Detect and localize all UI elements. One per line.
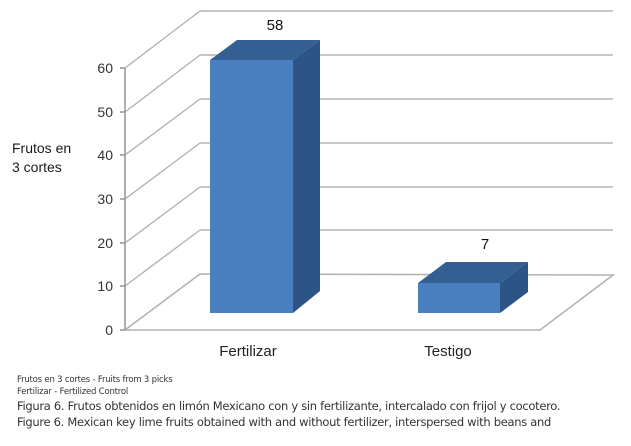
data-label-fertilizar: 58 <box>267 17 284 34</box>
y-tick-labels: 0 10 20 30 40 50 60 <box>97 60 113 338</box>
caption-english: Figure 6. Mexican key lime fruits obtain… <box>17 415 552 429</box>
y-axis-title-line2: 3 cortes <box>12 159 62 175</box>
category-label-fertilizar: Fertilizar <box>219 343 277 360</box>
ytick-10: 10 <box>97 278 113 294</box>
bar-fertilizar-top <box>210 40 320 60</box>
bar-fertilizar-front <box>210 60 293 313</box>
bar-fertilizar-side <box>293 40 320 313</box>
bar-fertilizar <box>210 40 320 313</box>
bar-testigo-top <box>418 262 528 283</box>
ytick-60: 60 <box>97 60 113 76</box>
caption-spanish: Figura 6. Frutos obtenidos en limón Mexi… <box>17 399 561 413</box>
y-axis-title: Frutos en 3 cortes <box>12 139 71 177</box>
category-label-testigo: Testigo <box>424 343 472 360</box>
bar-testigo-side <box>500 262 528 313</box>
y-axis <box>120 67 126 331</box>
ytick-30: 30 <box>97 191 113 207</box>
figure-captions: Frutos en 3 cortes - Fruits from 3 picks… <box>17 374 560 430</box>
ytick-50: 50 <box>97 104 113 120</box>
ytick-40: 40 <box>97 147 113 163</box>
caption-note-category: Fertilizar - Fertilized Control <box>17 387 129 397</box>
y-axis-title-line1: Frutos en <box>12 140 72 156</box>
floor <box>122 273 616 331</box>
data-label-testigo: 7 <box>481 236 489 253</box>
ytick-20: 20 <box>97 235 113 251</box>
bar-testigo <box>418 262 528 313</box>
bar-testigo-front <box>418 283 500 313</box>
bar-chart-3d: 0 10 20 30 40 50 60 58 7 Fertilizar Test… <box>97 10 616 360</box>
caption-note-ylabel: Frutos en 3 cortes - Fruits from 3 picks <box>17 375 173 385</box>
ytick-0: 0 <box>105 322 113 338</box>
